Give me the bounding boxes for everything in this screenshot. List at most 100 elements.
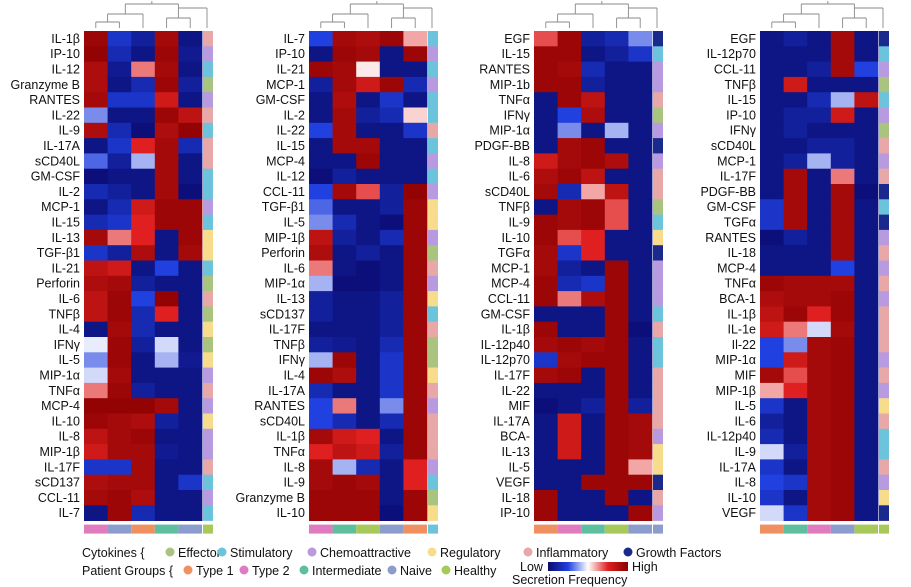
heatmap-cell: [131, 306, 156, 323]
heatmap-cell: [107, 168, 132, 185]
heatmap-cell: [107, 382, 132, 399]
heatmap-cell: [403, 367, 428, 384]
heatmap-cell: [154, 46, 179, 62]
legend-swatch: [299, 565, 309, 575]
heatmap-cell: [178, 260, 203, 277]
heatmap-cell: [760, 168, 784, 185]
scale-gradient-bar: [548, 562, 628, 571]
cytokine-class-strip: [428, 229, 438, 246]
heatmap-cell: [557, 31, 582, 47]
row-label: TNFα: [498, 93, 530, 107]
heatmap-cell: [604, 46, 629, 62]
heatmap-cell: [178, 229, 203, 246]
heatmap-cell: [760, 337, 784, 353]
row-label: IL-13: [52, 231, 81, 245]
heatmap-cell: [84, 337, 108, 353]
heatmap-cell: [534, 229, 558, 246]
row-label: IL-6: [734, 414, 756, 428]
heatmap-cell: [760, 382, 784, 399]
heatmap-cell: [332, 321, 357, 338]
heatmap-cell: [854, 398, 879, 414]
cytokine-class-strip: [203, 459, 213, 475]
heatmap-cell: [534, 31, 558, 47]
heatmap-cell: [178, 184, 203, 200]
heatmap-cell: [581, 46, 606, 62]
heatmap-cell: [604, 459, 629, 476]
row-label: TNFα: [273, 445, 305, 459]
heatmap-cell: [628, 46, 653, 62]
heatmap-cell: [581, 428, 606, 445]
row-label: Perforin: [36, 277, 80, 291]
heatmap-cell: [309, 46, 333, 62]
row-label: IL-7: [283, 32, 305, 46]
heatmap-cell: [84, 122, 108, 139]
heatmap-cell: [131, 490, 156, 506]
heatmap-cell: [557, 214, 582, 231]
heatmap-cell: [332, 260, 357, 277]
cytokine-class-strip: [428, 260, 438, 277]
heatmap-cell: [332, 153, 357, 170]
heatmap-cell: [604, 245, 629, 261]
heatmap-cell: [403, 168, 428, 185]
heatmap-cell: [783, 337, 808, 353]
row-label: GM-CSF: [481, 307, 531, 321]
heatmap-cell: [178, 337, 203, 353]
row-label: sCD40L: [485, 185, 530, 199]
heatmap-cell: [534, 337, 558, 353]
heatmap-cell: [107, 352, 132, 368]
row-label: IL-12p70: [707, 47, 756, 61]
cytokine-class-strip: [653, 184, 663, 200]
heatmap-cell: [403, 413, 428, 430]
heatmap-cell: [379, 398, 404, 414]
cytokine-class-strip: [428, 76, 438, 93]
group-color-bar: [356, 524, 380, 534]
heatmap-cell: [84, 398, 108, 414]
heatmap-cell: [107, 490, 132, 506]
heatmap-cell: [783, 61, 808, 78]
heatmap-cell: [760, 306, 784, 323]
cytokine-class-strip: [653, 214, 663, 231]
heatmap-cell: [84, 474, 108, 491]
heatmap-cell: [557, 168, 582, 185]
row-label: IL-17A: [43, 139, 80, 153]
heatmap-cell: [154, 214, 179, 231]
row-label: TNFα: [48, 384, 80, 398]
heatmap-cell: [332, 107, 357, 124]
heatmap-cell: [332, 31, 357, 47]
heatmap-cell: [557, 337, 582, 353]
heatmap-cell: [807, 291, 832, 307]
heatmap-cell: [557, 153, 582, 170]
heatmap-cell: [604, 153, 629, 170]
heatmap-cell: [760, 352, 784, 368]
group-color-bar: [534, 524, 558, 534]
heatmap-cell: [379, 474, 404, 491]
heatmap-cell: [760, 474, 784, 491]
heatmap-cell: [628, 382, 653, 399]
row-label: IL-15: [277, 139, 306, 153]
heatmap-cell: [581, 505, 606, 521]
heatmap-cell: [356, 46, 381, 62]
heatmap-cell: [604, 306, 629, 323]
heatmap-cell: [807, 505, 832, 521]
heatmap-cell: [807, 367, 832, 384]
heatmap-cell: [107, 306, 132, 323]
heatmap-cell: [84, 459, 108, 476]
heatmap-cell: [604, 76, 629, 93]
heatmap-cell: [783, 291, 808, 307]
heatmap-cell: [84, 153, 108, 170]
heatmap-cell: [830, 321, 855, 338]
row-label: Granzyme B: [11, 78, 80, 92]
heatmap-cell: [332, 168, 357, 185]
heatmap-cell: [332, 367, 357, 384]
heatmap-cell: [356, 275, 381, 292]
heatmap-cell: [131, 31, 156, 47]
heatmap-cell: [131, 214, 156, 231]
row-label: IL-1β: [727, 307, 756, 321]
heatmap-cell: [604, 474, 629, 491]
heatmap-cell: [628, 107, 653, 124]
heatmap-cell: [854, 245, 879, 261]
cytokine-class-strip: [203, 229, 213, 246]
heatmap-cell: [309, 214, 333, 231]
cytokine-class-strip: [428, 61, 438, 78]
heatmap-cell: [783, 306, 808, 323]
